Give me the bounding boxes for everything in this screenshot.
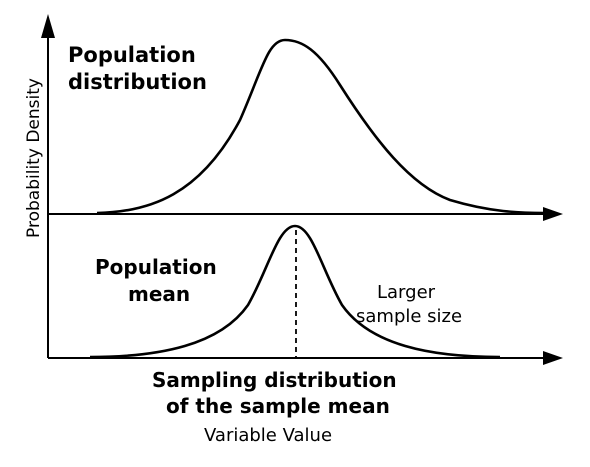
sampling-distribution-curve [89, 224, 501, 359]
y-axis-arrowhead [41, 14, 55, 38]
population-distribution-label-line2: distribution [68, 70, 207, 94]
larger-sample-size-label-line2: sample size [356, 306, 463, 327]
x-axis-arrowhead [543, 351, 563, 365]
x-axis-label: Variable Value [204, 425, 333, 446]
population-distribution-label-line1: Population [68, 43, 196, 67]
top-baseline-arrowhead [543, 207, 563, 221]
population-distribution-curve [96, 38, 546, 215]
population-mean-label-line1: Population [95, 255, 217, 279]
sampling-distribution-label-line2: of the sample mean [166, 394, 390, 418]
larger-sample-size-label-line1: Larger [377, 282, 436, 303]
sampling-distribution-label-line1: Sampling distribution [152, 368, 397, 392]
population-mean-label-line2: mean [128, 282, 191, 306]
y-axis-label: Probability Density [24, 78, 44, 238]
